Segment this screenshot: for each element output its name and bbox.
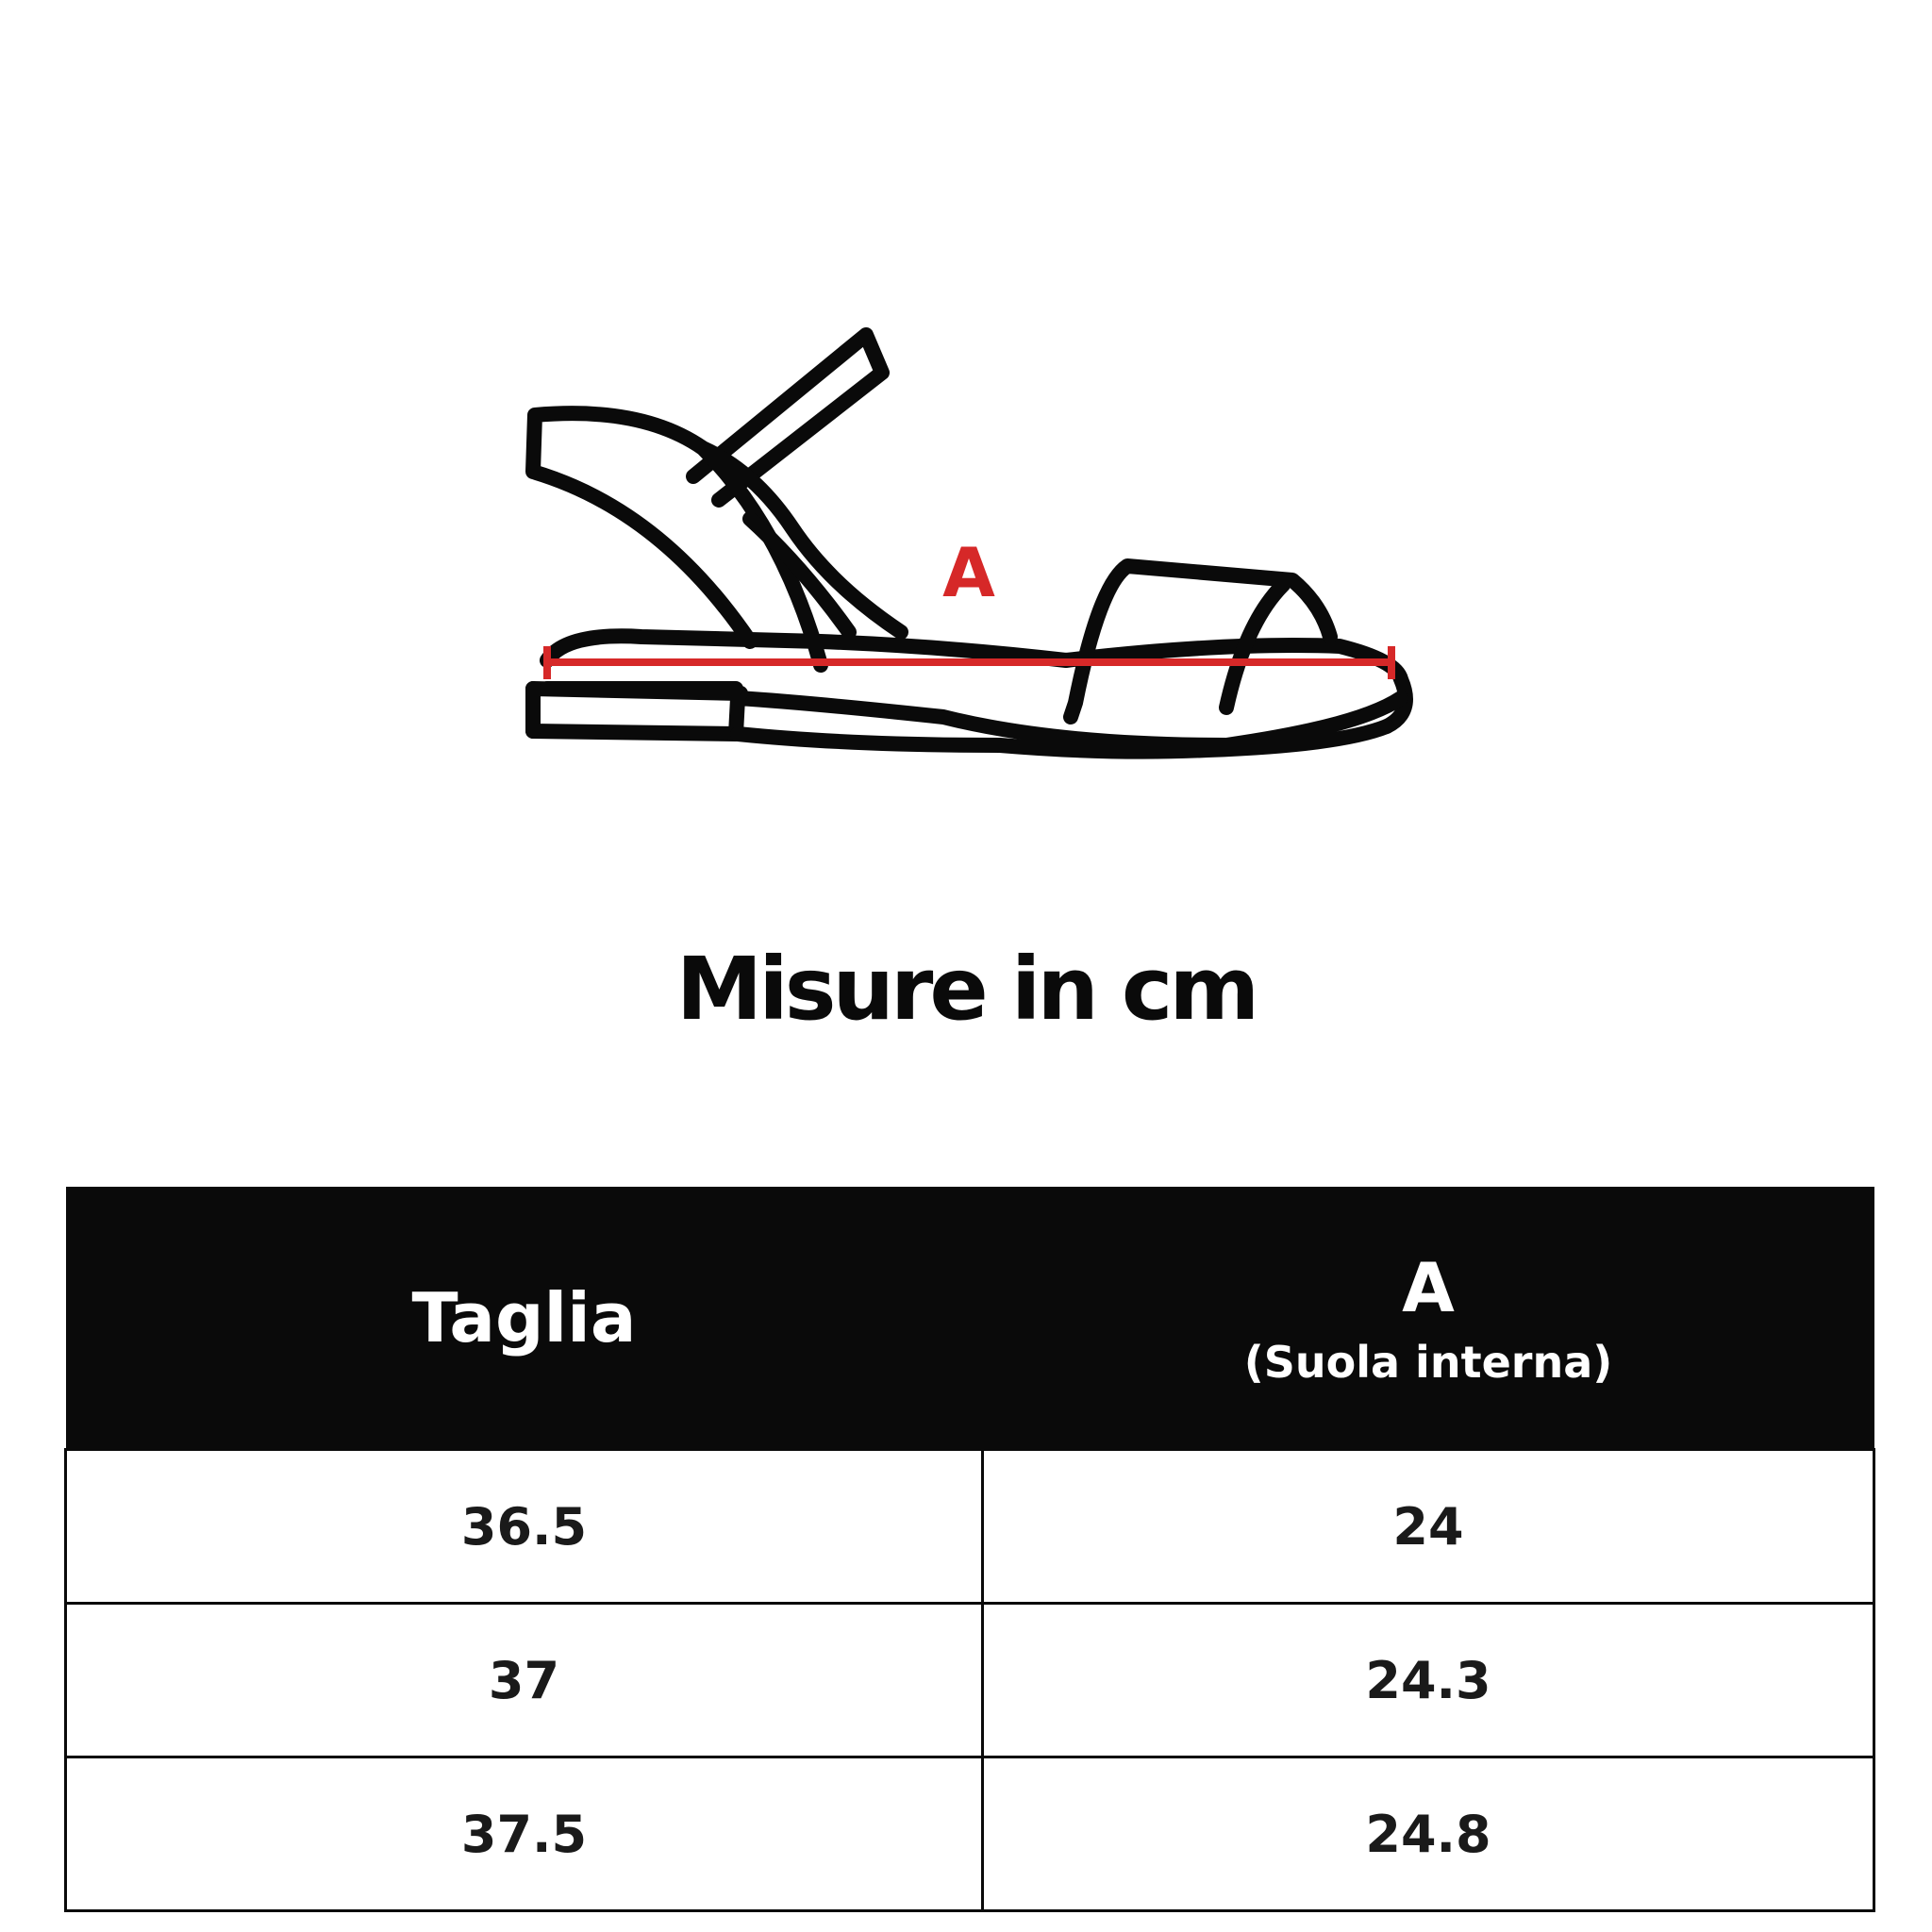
measure-line: [543, 646, 1395, 679]
cell-a: 24: [981, 1448, 1875, 1605]
table-row: 36.5 24: [64, 1448, 1875, 1605]
insole: [540, 628, 1413, 734]
cell-a: 24.3: [981, 1602, 1875, 1758]
table-row: 37.5 24.8: [64, 1756, 1875, 1912]
page-title: Misure in cm: [675, 939, 1260, 1040]
cell-a: 24.8: [981, 1756, 1875, 1912]
sole-bottom: [730, 719, 1394, 759]
ankle-strap: [686, 327, 890, 508]
header-measure: A (Suola interna): [982, 1187, 1874, 1450]
strap-inner: [742, 511, 857, 640]
header-size: Taglia: [65, 1187, 983, 1450]
measure-label: A: [942, 533, 995, 612]
table-row: 37 24.3: [64, 1602, 1875, 1758]
size-table: Taglia A (Suola interna) 36.5 24 37 24.3…: [64, 1187, 1875, 1912]
toe-strap: [1063, 558, 1338, 724]
outsole: [525, 681, 1408, 753]
cell-size: 37: [64, 1602, 984, 1758]
cell-size: 37.5: [64, 1756, 984, 1912]
heel-counter: [525, 406, 908, 673]
table-header-row: Taglia A (Suola interna): [65, 1187, 1874, 1450]
sandal-diagram: A: [525, 327, 1413, 759]
cell-size: 36.5: [64, 1448, 984, 1605]
